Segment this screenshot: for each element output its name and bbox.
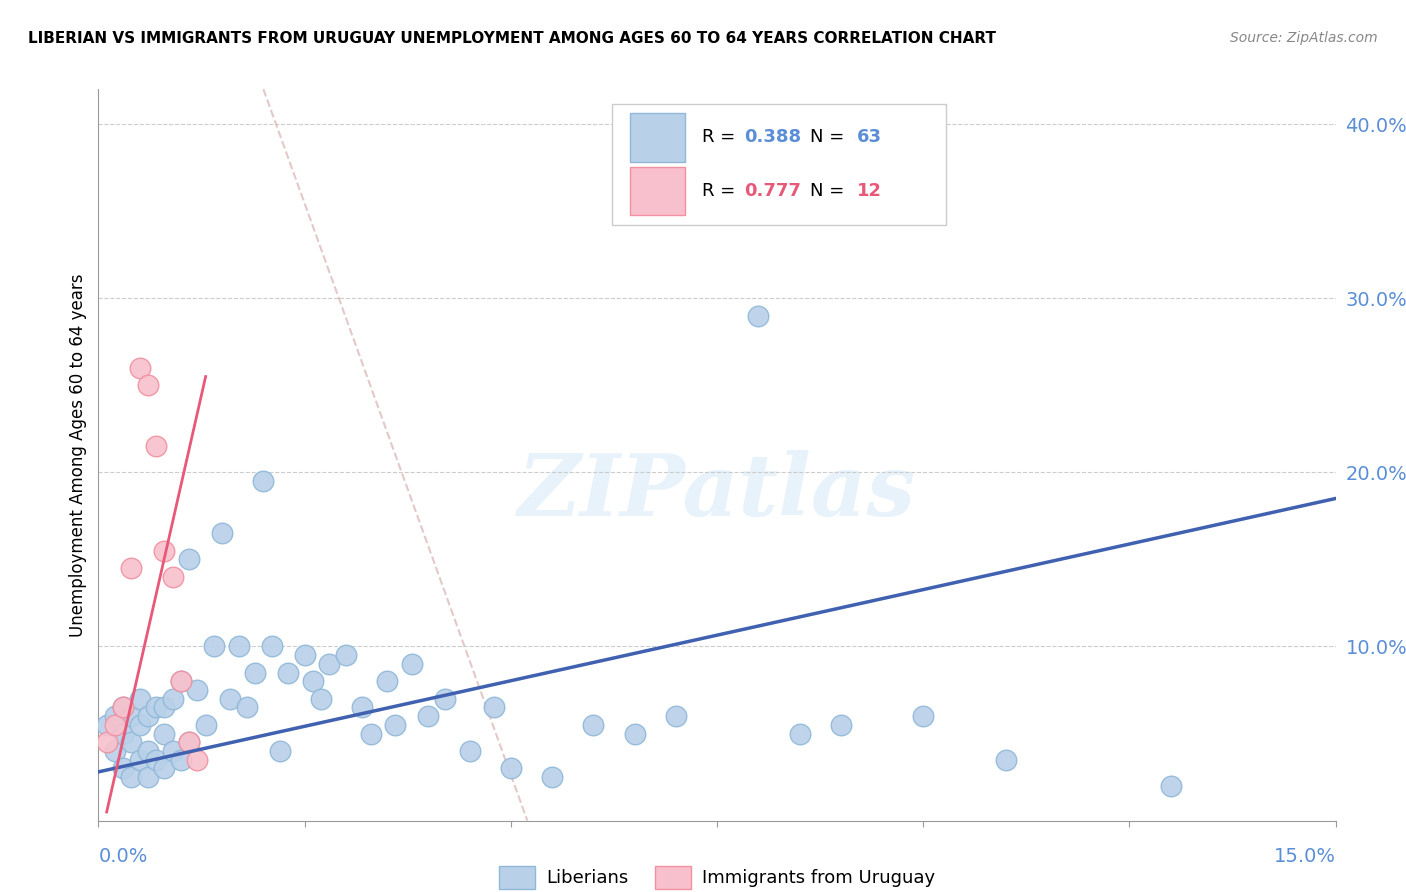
Point (747, 309, 769, 323)
Point (120, 561, 142, 575)
Text: ZIPatlas: ZIPatlas (517, 450, 917, 533)
Point (104, 744, 127, 758)
Point (153, 543, 176, 558)
Text: 15.0%: 15.0% (1274, 847, 1336, 866)
FancyBboxPatch shape (630, 113, 685, 161)
Point (104, 718, 127, 732)
Point (136, 770, 159, 784)
Point (277, 665, 299, 680)
Text: R =: R = (702, 128, 741, 146)
Point (170, 753, 193, 767)
Point (104, 709, 127, 723)
Text: 0.388: 0.388 (744, 128, 801, 146)
Point (401, 657, 423, 671)
Point (252, 474, 274, 488)
Text: N =: N = (810, 128, 849, 146)
Point (128, 718, 150, 732)
Point (145, 700, 167, 714)
Point (194, 718, 217, 732)
Point (179, 735, 201, 749)
Point (120, 735, 142, 749)
Point (1160, 779, 1182, 793)
Point (120, 770, 142, 784)
Text: 0.777: 0.777 (744, 182, 801, 200)
Text: 0.0%: 0.0% (98, 847, 148, 866)
Point (179, 552, 201, 566)
Point (128, 691, 150, 706)
Point (309, 691, 332, 706)
Point (484, 700, 506, 714)
Point (136, 744, 159, 758)
Point (352, 700, 374, 714)
Text: 63: 63 (856, 128, 882, 146)
Point (912, 709, 935, 723)
FancyBboxPatch shape (612, 103, 946, 225)
Text: R =: R = (702, 182, 741, 200)
Point (162, 570, 184, 584)
Point (228, 640, 250, 654)
Point (186, 683, 208, 698)
Point (162, 744, 184, 758)
Point (136, 378, 159, 392)
Point (170, 674, 193, 689)
Point (186, 753, 208, 767)
Point (96, 718, 118, 732)
Point (112, 761, 135, 775)
Text: Source: ZipAtlas.com: Source: ZipAtlas.com (1230, 31, 1378, 45)
Point (112, 700, 135, 714)
Point (136, 709, 159, 723)
Point (418, 709, 440, 723)
Point (96, 735, 118, 749)
Point (153, 761, 176, 775)
Point (318, 657, 340, 671)
Text: 12: 12 (856, 182, 882, 200)
Point (153, 726, 176, 740)
Y-axis label: Unemployment Among Ages 60 to 64 years: Unemployment Among Ages 60 to 64 years (69, 273, 87, 637)
Point (219, 691, 242, 706)
Point (153, 700, 176, 714)
Point (994, 753, 1017, 767)
Point (112, 726, 135, 740)
Point (384, 718, 406, 732)
Point (170, 674, 193, 689)
Point (499, 761, 522, 775)
Point (112, 700, 135, 714)
Text: LIBERIAN VS IMMIGRANTS FROM URUGUAY UNEMPLOYMENT AMONG AGES 60 TO 64 YEARS CORRE: LIBERIAN VS IMMIGRANTS FROM URUGUAY UNEM… (28, 31, 995, 46)
Point (789, 726, 811, 740)
Point (269, 744, 291, 758)
Point (375, 674, 398, 689)
Point (433, 691, 456, 706)
Point (302, 674, 325, 689)
Point (830, 718, 852, 732)
Point (623, 726, 645, 740)
Point (128, 360, 150, 375)
Point (162, 691, 184, 706)
Point (236, 700, 259, 714)
Point (360, 726, 382, 740)
FancyBboxPatch shape (630, 167, 685, 215)
Point (179, 735, 201, 749)
Point (120, 709, 142, 723)
Point (665, 709, 688, 723)
Point (458, 744, 481, 758)
Point (243, 665, 266, 680)
Point (582, 718, 605, 732)
Point (335, 648, 357, 663)
Point (145, 439, 167, 453)
Point (145, 753, 167, 767)
Text: N =: N = (810, 182, 849, 200)
Point (294, 648, 316, 663)
Point (260, 640, 283, 654)
Point (202, 640, 225, 654)
Legend: Liberians, Immigrants from Uruguay: Liberians, Immigrants from Uruguay (492, 859, 942, 892)
Point (211, 526, 233, 541)
Point (541, 770, 564, 784)
Point (128, 753, 150, 767)
